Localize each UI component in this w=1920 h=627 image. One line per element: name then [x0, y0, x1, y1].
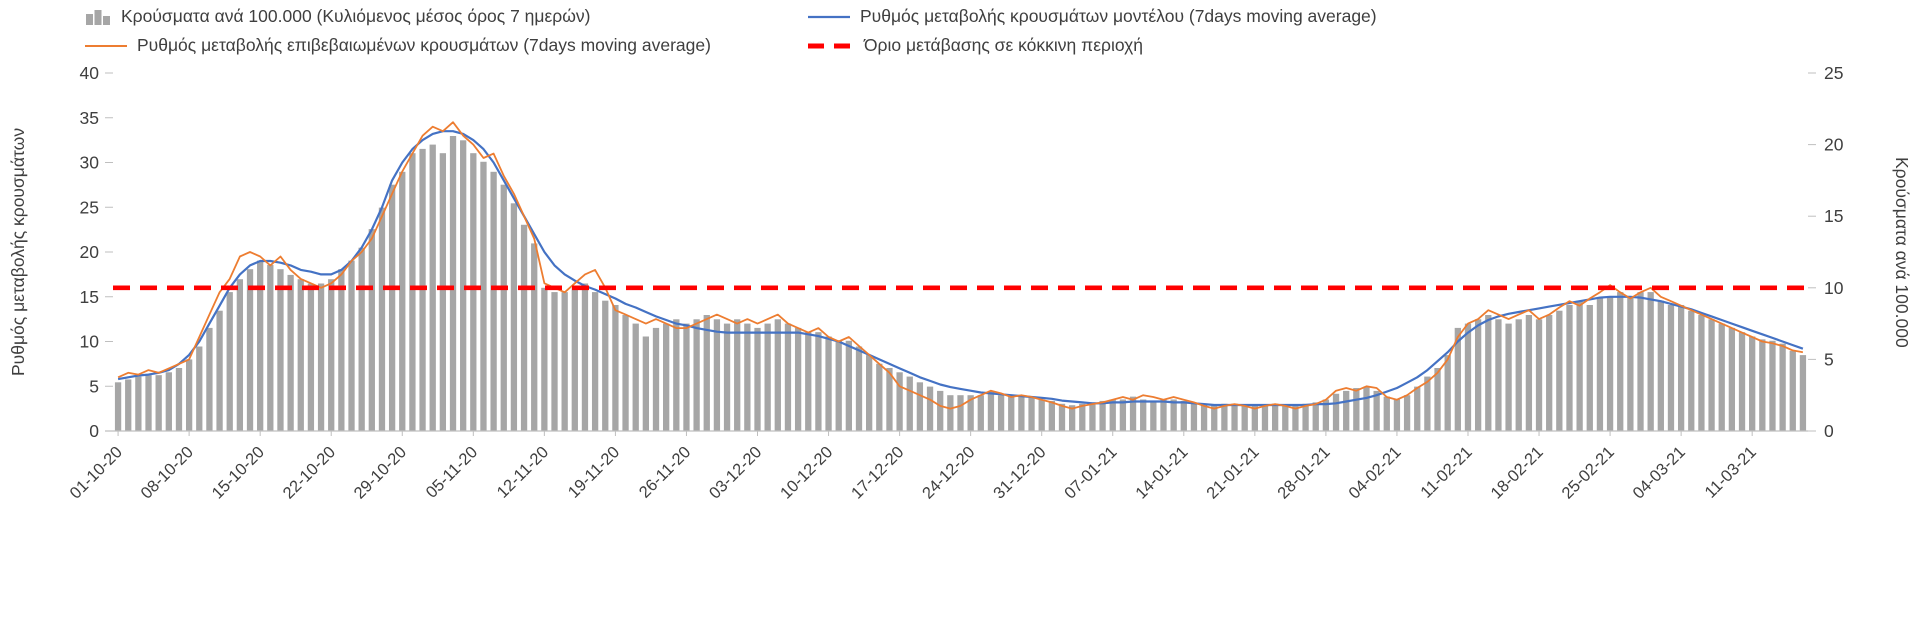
svg-text:15: 15 — [1824, 206, 1843, 226]
svg-text:22-10-20: 22-10-20 — [280, 443, 339, 502]
svg-text:5: 5 — [89, 376, 99, 396]
svg-text:24-12-20: 24-12-20 — [919, 443, 978, 502]
svg-text:15-10-20: 15-10-20 — [209, 443, 268, 502]
svg-text:20: 20 — [80, 242, 100, 262]
svg-text:5: 5 — [1824, 349, 1834, 369]
svg-text:15: 15 — [80, 287, 99, 307]
svg-text:07-01-21: 07-01-21 — [1061, 443, 1120, 502]
x-axis-labels: 01-10-20 08-10-20 15-10-20 22-10-20 29-10-20… — [66, 431, 1760, 503]
legend-item-model-line: Ρυθμός μεταβολής κρουσμάτων μοντέλου (7d… — [808, 6, 1377, 27]
svg-text:04-02-21: 04-02-21 — [1345, 443, 1404, 502]
svg-text:31-12-20: 31-12-20 — [990, 443, 1049, 502]
svg-text:17-12-20: 17-12-20 — [848, 443, 907, 502]
svg-text:0: 0 — [89, 421, 99, 441]
svg-text:30: 30 — [80, 153, 100, 173]
confirmed-line-series — [117, 121, 1804, 410]
svg-text:20: 20 — [1824, 135, 1844, 155]
svg-text:19-11-20: 19-11-20 — [565, 443, 624, 502]
left-axis-labels: 0 5 10 15 20 25 30 35 40 — [80, 63, 113, 441]
svg-text:25: 25 — [80, 197, 99, 217]
model-line-series — [117, 130, 1804, 407]
svg-text:04-03-21: 04-03-21 — [1630, 443, 1689, 502]
right-axis-labels: 0 5 10 15 20 25 — [1808, 63, 1844, 441]
bar-series — [114, 136, 1807, 432]
svg-text:40: 40 — [80, 63, 100, 83]
svg-text:05-11-20: 05-11-20 — [423, 443, 482, 502]
right-axis-title: Κρούσματα ανά 100.000 — [1892, 156, 1912, 348]
svg-text:14-01-21: 14-01-21 — [1132, 443, 1191, 502]
svg-text:08-10-20: 08-10-20 — [138, 443, 197, 502]
legend-label-model-line: Ρυθμός μεταβολής κρουσμάτων μοντέλου (7d… — [860, 6, 1377, 26]
model-line-swatch-icon — [808, 14, 850, 20]
svg-text:10-12-20: 10-12-20 — [777, 443, 836, 502]
svg-text:18-02-21: 18-02-21 — [1487, 443, 1546, 502]
svg-text:01-10-20: 01-10-20 — [66, 443, 125, 502]
svg-text:11-03-21: 11-03-21 — [1701, 443, 1760, 502]
svg-text:10: 10 — [80, 332, 100, 352]
svg-text:28-01-21: 28-01-21 — [1274, 443, 1333, 502]
svg-text:35: 35 — [80, 108, 99, 128]
legend-item-confirmed-line: Ρυθμός μεταβολής επιβεβαιωμένων κρουσμάτ… — [85, 35, 711, 56]
svg-text:0: 0 — [1824, 421, 1834, 441]
svg-text:10: 10 — [1824, 278, 1844, 298]
threshold-swatch-icon — [808, 42, 854, 50]
svg-text:21-01-21: 21-01-21 — [1203, 443, 1262, 502]
svg-text:25: 25 — [1824, 63, 1843, 83]
svg-text:26-11-20: 26-11-20 — [636, 443, 695, 502]
svg-text:03-12-20: 03-12-20 — [706, 443, 765, 502]
confirmed-line-swatch-icon — [85, 43, 127, 49]
svg-text:29-10-20: 29-10-20 — [351, 443, 410, 502]
svg-text:25-02-21: 25-02-21 — [1558, 443, 1617, 502]
svg-text:11-02-21: 11-02-21 — [1417, 443, 1476, 502]
legend-item-cases-bars: Κρούσματα ανά 100.000 (Κυλιόμενος μέσος … — [85, 6, 590, 27]
legend-label-threshold: Όριο μετάβασης σε κόκκινη περιοχή — [864, 35, 1144, 55]
legend-label-cases-bars: Κρούσματα ανά 100.000 (Κυλιόμενος μέσος … — [121, 6, 591, 26]
svg-text:12-11-20: 12-11-20 — [494, 443, 553, 502]
legend-item-threshold: Όριο μετάβασης σε κόκκινη περιοχή — [808, 35, 1143, 56]
legend-label-confirmed-line: Ρυθμός μεταβολής επιβεβαιωμένων κρουσμάτ… — [137, 35, 711, 55]
bar-series-swatch-icon — [85, 9, 111, 25]
